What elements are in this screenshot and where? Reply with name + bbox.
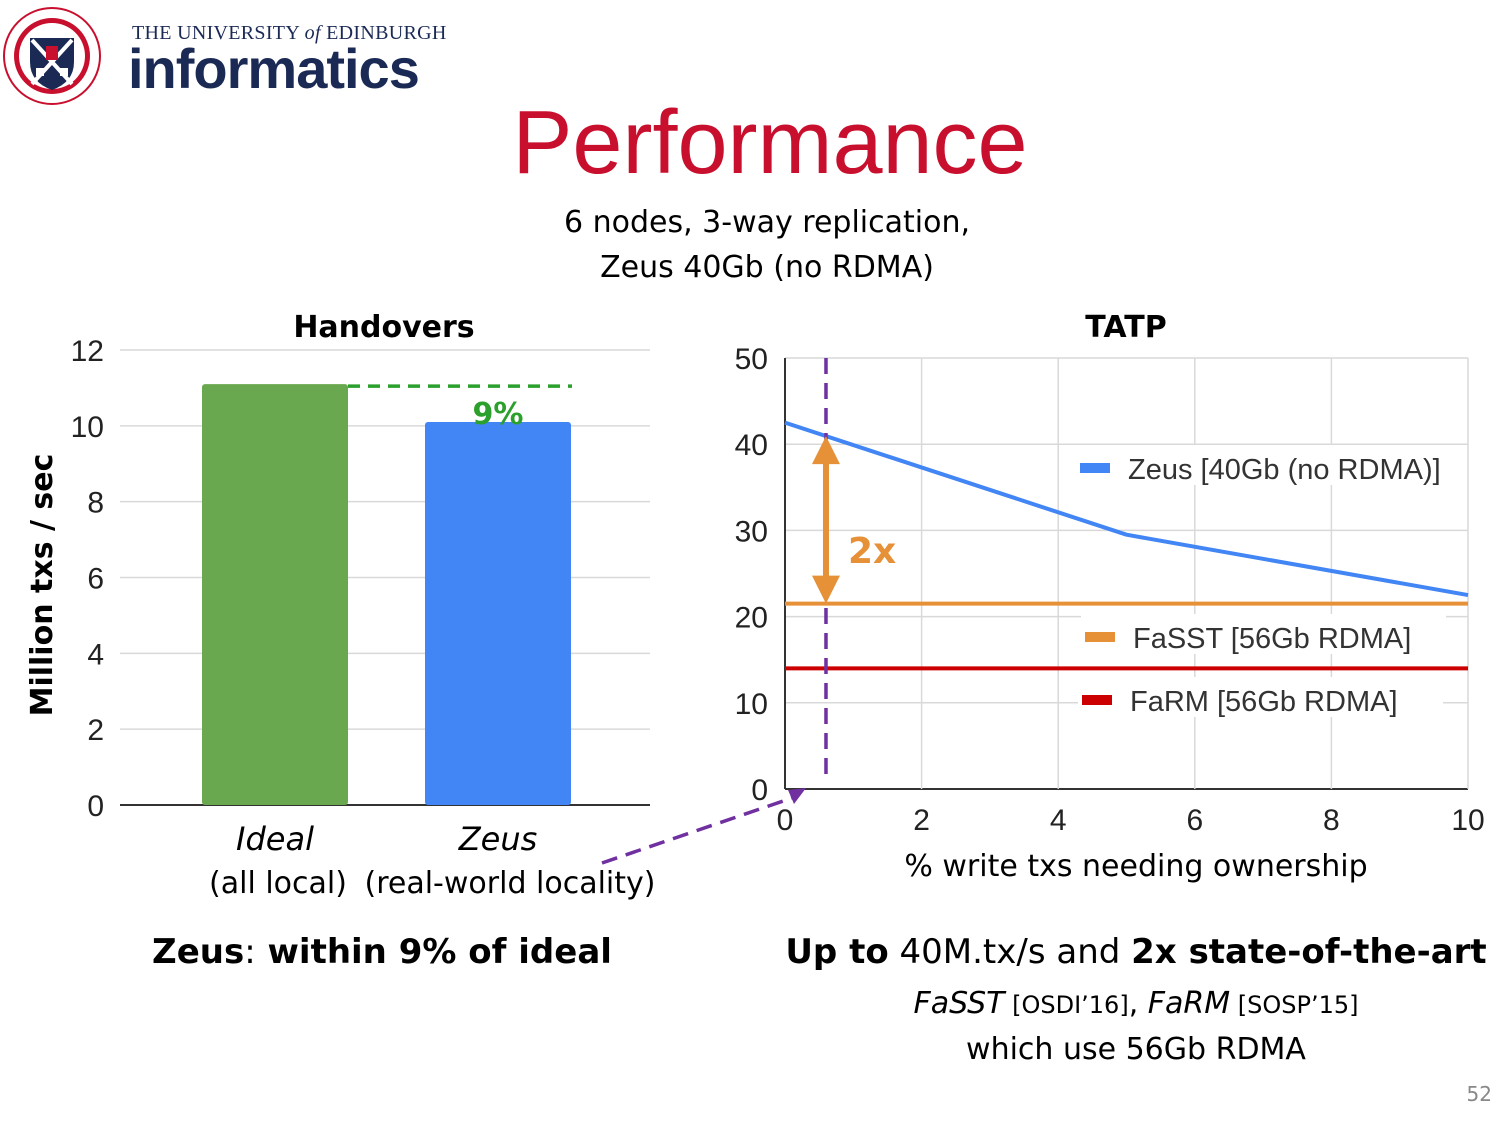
ratio-arrow-head-top	[811, 436, 840, 465]
ref-farm-name: FaRM	[1147, 986, 1231, 1021]
right-caption: Up to 40M.tx/s and 2x state-of-the-art	[760, 932, 1500, 972]
line-x-tick-label: 8	[1323, 804, 1340, 837]
left-caption-sep: :	[244, 932, 256, 972]
subtitle-line1: 6 nodes, 3-way replication,	[563, 205, 971, 240]
page-number: 52	[1466, 1082, 1492, 1106]
line-x-tick-label: 4	[1050, 804, 1067, 837]
ratio-arrow-head-bottom	[811, 575, 840, 604]
right-caption-lead: Up to	[785, 932, 889, 972]
left-caption-claim: within 9% of ideal	[255, 932, 612, 972]
legend-swatch	[1085, 632, 1115, 642]
bar-category-sublabel: (real-world locality)	[365, 866, 656, 901]
bar-y-tick-label: 4	[87, 638, 104, 671]
line-x-tick-label: 6	[1186, 804, 1203, 837]
subtitle-line2: Zeus 40Gb (no RDMA)	[600, 250, 934, 285]
bar-chart-title: Handovers	[293, 310, 474, 345]
line-y-tick-label: 40	[735, 429, 768, 462]
bar-zeus	[425, 422, 571, 805]
line-x-tick-label: 0	[777, 804, 794, 837]
bar-y-tick-label: 8	[87, 487, 104, 520]
bar-y-tick-label: 10	[71, 411, 104, 444]
series-line-0	[784, 420, 1469, 598]
legend-bg	[1076, 445, 1441, 485]
ratio-label: 2x	[848, 531, 896, 572]
university-name-of: of	[304, 22, 321, 44]
left-caption: Zeus: within 9% of ideal	[0, 932, 764, 972]
legend-label: Zeus [40Gb (no RDMA)]	[1128, 454, 1441, 486]
references-line: FaSST [OSDI’16], FaRM [SOSP’15]	[760, 986, 1500, 1021]
references-line2: which use 56Gb RDMA	[966, 1032, 1306, 1067]
legend-bg	[1081, 614, 1446, 654]
line-y-tick-label: 30	[735, 515, 768, 548]
bar-y-tick-label: 2	[87, 714, 104, 747]
legend-bg	[1078, 677, 1443, 717]
university-name-suffix: EDINBURGH	[326, 22, 447, 44]
university-seal-logo	[3, 7, 101, 105]
line-x-tick-label: 2	[913, 804, 930, 837]
legend-label: FaSST [56Gb RDMA]	[1133, 623, 1411, 655]
legend-swatch	[1082, 695, 1112, 705]
bar-ideal	[202, 384, 348, 805]
line-y-tick-label: 10	[735, 688, 768, 721]
line-y-tick-label: 0	[751, 774, 768, 807]
legend-label: FaRM [56Gb RDMA]	[1130, 686, 1398, 718]
page-title: Performance	[512, 93, 1028, 193]
tatp-line-chart: 0 10 20 30 40 50 0 2 4 6 8 10 TATP % write txs needin…	[735, 310, 1485, 884]
charts-canvas: 0 2 4 6 8 10 12 Handovers Million txs / sec Ideal…	[25, 310, 1485, 901]
university-name: THE UNIVERSITY of EDINBURGH	[132, 22, 447, 45]
bar-category-label: Ideal	[236, 820, 314, 858]
line-y-tick-label: 50	[735, 343, 768, 376]
ref-fasst-cite: [OSDI’16]	[1004, 991, 1129, 1019]
marker-pointer-arrowhead	[788, 788, 806, 804]
annotation-overlay: 2x	[601, 358, 896, 865]
bar-category-sublabel: (all local)	[209, 866, 347, 901]
right-caption-mid: 40M.tx/s and	[888, 932, 1132, 972]
bar-category-label: Zeus	[458, 820, 538, 858]
handovers-bar-chart: 0 2 4 6 8 10 12 Handovers Million txs / sec Ideal…	[25, 310, 655, 901]
marker-pointer-line	[601, 796, 793, 865]
bar-y-tick-label: 12	[71, 335, 104, 368]
line-y-tick-label: 20	[735, 602, 768, 635]
ref-comma: ,	[1128, 986, 1148, 1021]
bar-y-tick-label: 6	[87, 563, 104, 596]
line-chart-title: TATP	[1085, 310, 1166, 345]
bar-y-axis-label: Million txs / sec	[25, 454, 60, 717]
left-caption-subject: Zeus	[152, 932, 245, 972]
university-name-prefix: THE UNIVERSITY	[132, 22, 300, 44]
ref-fasst-name: FaSST	[913, 986, 1005, 1021]
line-x-axis-label: % write txs needing ownership	[904, 849, 1367, 884]
line-x-tick-label: 10	[1451, 804, 1484, 837]
right-caption-claim: 2x state-of-the-art	[1131, 932, 1487, 972]
legend-swatch	[1080, 463, 1110, 473]
bar-y-tick-label: 0	[87, 790, 104, 823]
gap-percent-label: 9%	[473, 397, 524, 432]
brand-wordmark: informatics	[128, 37, 420, 100]
ref-farm-cite: [SOSP’15]	[1230, 991, 1359, 1019]
